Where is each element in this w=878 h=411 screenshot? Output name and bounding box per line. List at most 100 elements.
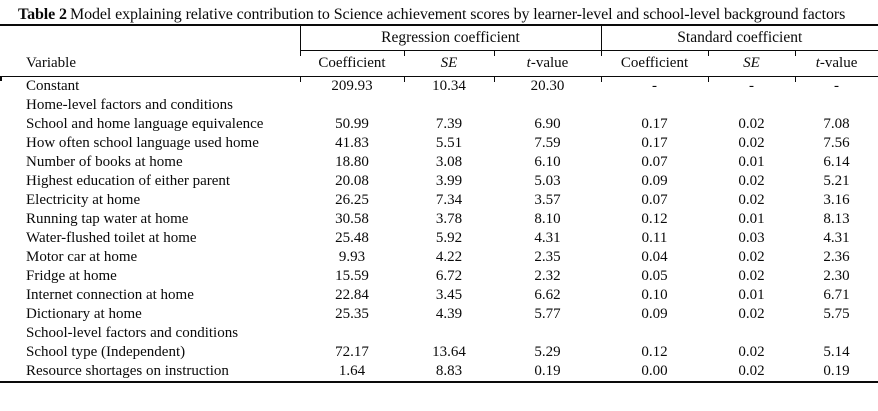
value-cell: 1.64 (300, 362, 404, 383)
value-cell: 0.04 (641, 249, 668, 265)
table-row: How often school language used home 41.83… (0, 134, 878, 153)
value-cell: 7.39 (435, 116, 463, 132)
section-row: School-level factors and conditions (0, 324, 878, 343)
value-cell: 0.01 (738, 211, 765, 227)
value-cell: 26.25 (335, 192, 369, 208)
value-cell: 5.51 (435, 135, 463, 151)
value-cell: 0.10 (641, 287, 668, 303)
value-cell: 8.83 (404, 362, 494, 383)
column-header-reg-tvalue: t-value (494, 50, 602, 77)
column-header-row: Variable Coefficient SE t-value Coeffici… (0, 50, 878, 77)
table-caption: Table 2 Model explaining relative contrib… (0, 0, 878, 24)
t-letter: t (815, 55, 820, 71)
value-cell: 6.72 (435, 268, 463, 284)
value-cell: 20.08 (335, 173, 369, 189)
value-cell: 7.08 (823, 116, 850, 132)
value-cell: 3.99 (435, 173, 463, 189)
variable-cell: Constant (0, 76, 300, 97)
value-cell: 0.02 (738, 135, 765, 151)
value-cell: 5.77 (534, 306, 561, 322)
value-cell: 7.34 (435, 192, 463, 208)
table-row: Constant 209.93 10.34 20.30- - - (0, 76, 878, 97)
value-cell (494, 324, 601, 343)
value-cell: - (708, 76, 795, 97)
value-cell: 0.05 (641, 268, 668, 284)
variable-cell: Home-level factors and conditions (26, 97, 234, 113)
value-cell: 3.16 (823, 192, 850, 208)
value-cell: 72.17 (335, 344, 369, 360)
value-cell (404, 324, 494, 343)
value-cell: 0.02 (738, 192, 765, 208)
value-cell: 6.90 (534, 116, 561, 132)
variable-cell: Electricity at home (26, 192, 141, 208)
table-row: Motor car at home 9.93 4.22 2.35 0.04 0.02 2.3… (0, 248, 878, 267)
value-cell: 5.29 (534, 344, 561, 360)
value-cell: 0.00 (601, 362, 709, 383)
value-cell: 3.78 (435, 211, 463, 227)
value-cell: 0.01 (738, 287, 765, 303)
value-cell: 8.13 (823, 211, 850, 227)
value-cell: 6.71 (823, 287, 850, 303)
value-cell: 5.75 (823, 306, 850, 322)
value-cell: - (795, 76, 878, 97)
value-cell: 4.31 (823, 230, 850, 246)
column-header-std-coefficient: Coefficient (601, 50, 709, 77)
column-header-reg-se: SE (404, 50, 494, 77)
variable-cell: Motor car at home (26, 249, 138, 265)
value-cell: 0.19 (494, 362, 602, 383)
value-cell: 0.01 (738, 154, 765, 170)
value-cell (300, 324, 404, 343)
table-row: Water-flushed toilet at home 25.48 5.92 4.3… (0, 229, 878, 248)
value-cell: 41.83 (335, 135, 369, 151)
table-caption-text: Model explaining relative contribution t… (69, 6, 846, 23)
value-cell: 6.10 (534, 154, 561, 170)
variable-cell: Highest education of either parent (26, 173, 231, 189)
column-header-reg-coefficient: Coefficient (300, 50, 404, 77)
value-cell: 4.31 (534, 230, 561, 246)
value-cell: 5.21 (823, 173, 850, 189)
section-row: Home-level factors and conditions (0, 96, 878, 115)
variable-cell: How often school language used home (26, 135, 259, 151)
t-letter: t (526, 55, 531, 71)
group-header-regression: Regression coefficient (299, 24, 602, 51)
value-cell: 7.59 (534, 135, 561, 151)
value-cell: 3.57 (534, 192, 561, 208)
variable-cell: Resource shortages on instruction (0, 362, 300, 383)
value-cell (795, 324, 878, 343)
value-cell: 18.80 (335, 154, 369, 170)
table-row: Fridge at home 15.59 6.72 2.32 0.05 0.02 2.30 (0, 267, 878, 286)
value-cell: 5.92 (435, 230, 463, 246)
value-cell: 0.07 (641, 192, 668, 208)
group-header-row: Regression coefficient Standard coeffici… (0, 24, 878, 51)
column-header-std-se: SE (708, 50, 796, 77)
value-cell (404, 96, 494, 115)
value-cell: 0.07 (641, 154, 668, 170)
table-body: Constant 209.93 10.34 20.30- - - Home-level fa… (0, 76, 878, 383)
variable-cell: School-level factors and conditions (26, 325, 239, 341)
variable-cell: Dictionary at home (26, 306, 142, 322)
value-cell: 3.45 (435, 287, 463, 303)
table-row: School and home language equivalence 50.9… (0, 115, 878, 134)
table-row: Dictionary at home 25.35 4.39 5.77 0.09 0.02 5… (0, 305, 878, 324)
table-row: Number of books at home 18.80 3.08 6.10 0.07… (0, 153, 878, 172)
value-cell (708, 96, 795, 115)
value-cell: 0.09 (641, 173, 668, 189)
table-row: Electricity at home 26.25 7.34 3.57 0.07 0.02… (0, 191, 878, 210)
value-cell: 7.56 (823, 135, 850, 151)
variable-cell: Running tap water at home (26, 211, 189, 227)
table-caption-number: Table 2 (18, 6, 67, 23)
value-cell: 0.19 (795, 362, 878, 383)
table-row: School type (Independent) 72.17 13.64 5.29 0… (0, 343, 878, 362)
value-cell: 0.02 (738, 306, 765, 322)
value-cell: 5.14 (823, 344, 850, 360)
value-cell (601, 324, 708, 343)
value-cell: 25.35 (335, 306, 369, 322)
value-cell: 0.11 (641, 230, 668, 246)
value-cell: 0.03 (738, 230, 765, 246)
value-cell: - (601, 76, 708, 97)
value-cell: 0.17 (641, 135, 668, 151)
value-cell: 6.62 (534, 287, 561, 303)
value-cell: 30.58 (335, 211, 369, 227)
table-row: Running tap water at home 30.58 3.78 8.10 0.… (0, 210, 878, 229)
